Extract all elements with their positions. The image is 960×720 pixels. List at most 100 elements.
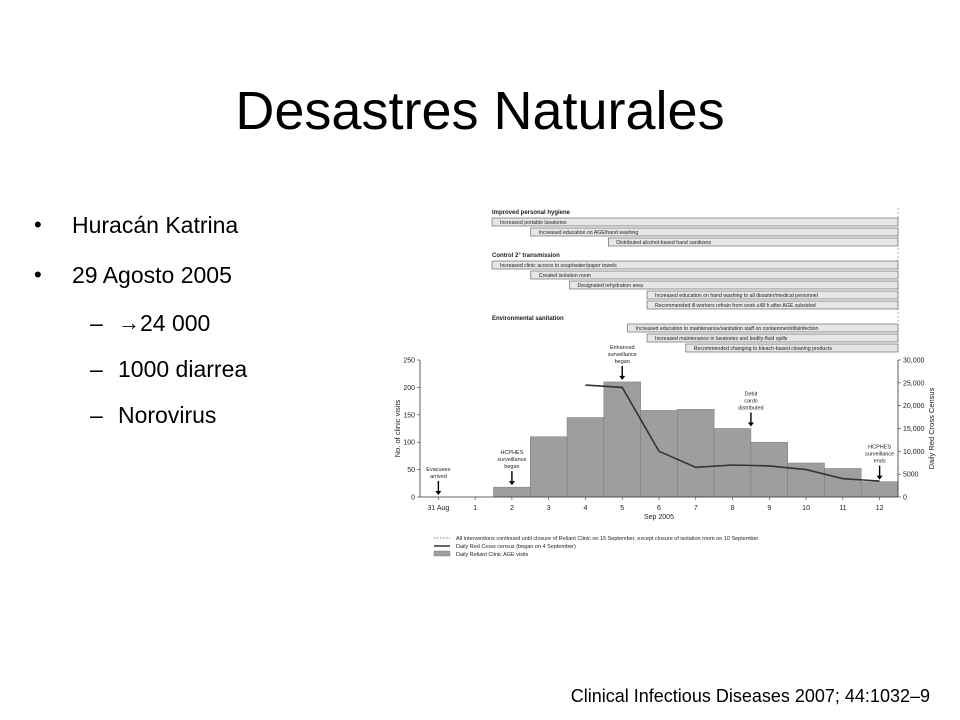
y-tick-label-right: 30,000 [903, 358, 925, 365]
annotation-arrowhead-icon [619, 375, 626, 380]
annotation-label: Debit [745, 392, 758, 398]
bullet-text: 29 Agosto 2005 [72, 261, 232, 288]
annotation-label: surveillance [497, 457, 526, 463]
timeline-bar-label: Increased maintenance in lavatories and … [655, 336, 788, 342]
figure: Improved personal hygiene Increased porta… [393, 208, 936, 558]
x-tick-label: 9 [767, 505, 771, 512]
bar [566, 417, 605, 498]
timeline-heading: Environmental sanitation [492, 316, 564, 322]
timeline-bar-label: Recommended ill workers refrain from wor… [655, 303, 816, 309]
bar [860, 481, 899, 498]
x-tick-label: 5 [620, 505, 624, 512]
bar [824, 468, 862, 498]
timeline-heading: Improved personal hygiene [492, 210, 571, 216]
x-tick-label: 12 [876, 505, 884, 512]
bullet-text: 1000 diarrea [118, 355, 248, 382]
slide-title: Desastres Naturales [235, 81, 725, 141]
x-tick-label: 8 [731, 505, 735, 512]
x-tick-label: 2 [510, 505, 514, 512]
annotation-label: Enhanced [610, 345, 635, 351]
y-tick-label-right: 20,000 [903, 403, 925, 410]
y-tick-label-right: 5000 [903, 472, 919, 479]
y-tick-label-left: 150 [403, 412, 415, 419]
census-line [585, 384, 880, 482]
annotation-label: distributed [738, 406, 763, 412]
bar [713, 428, 752, 498]
timeline-bar [646, 290, 899, 300]
legend-entry: All interventions continued until closur… [456, 536, 759, 542]
x-axis-label: Sep 2005 [644, 514, 674, 521]
bullet-item: • Huracán Katrina [34, 200, 247, 250]
y-tick-label-right: 15,000 [903, 426, 925, 433]
bullet-icon: • [34, 262, 42, 287]
timeline-bar-label: Designated rehydration area [578, 283, 644, 289]
legend-entry: Daily Red Cross census (began on 4 Septe… [456, 544, 576, 550]
sub-bullet-item: – 1000 diarrea [34, 346, 247, 392]
bar [530, 436, 568, 498]
annotation-label: surveillance [865, 452, 894, 458]
timeline-bar-label: Increased education on AGE/hand washing [539, 230, 639, 236]
bar [677, 409, 715, 498]
bullet-text: Huracán Katrina [72, 211, 239, 238]
bar [750, 441, 788, 498]
dash-icon: – [90, 401, 103, 428]
dash-icon: – [90, 355, 103, 382]
annotation-label: Evacuees [426, 467, 450, 473]
x-tick-label: 7 [694, 505, 698, 512]
x-tick-label: 4 [584, 505, 588, 512]
y-tick-label-right: 10,000 [903, 449, 925, 456]
annotation-label: began [504, 464, 519, 470]
timeline-bar-label: Recommended changing to bleach-based cle… [694, 346, 833, 352]
bar [640, 410, 678, 498]
annotation-label: HCPHES [868, 445, 891, 451]
y-tick-label-left: 100 [403, 440, 415, 447]
y-axis-label-left: No. of clinic visits [393, 399, 402, 457]
x-tick-label: 10 [802, 505, 810, 512]
x-tick-label: 11 [839, 505, 846, 512]
arrow-right-icon: → [118, 310, 140, 335]
timeline-bar-label: Increased education to maintenance/sanit… [636, 326, 819, 332]
annotation-arrowhead-icon [876, 475, 883, 480]
timeline-heading: Control 2° transmission [492, 253, 560, 259]
sub-bullet-item: – → 24 000 [34, 300, 247, 346]
y-tick-label-left: 250 [403, 358, 415, 365]
x-tick-label: 31 Aug [427, 505, 449, 512]
annotation-label: surveillance [608, 352, 637, 358]
x-tick-label: 1 [473, 505, 477, 512]
y-tick-label-right: 0 [903, 495, 907, 502]
bar [493, 486, 531, 498]
annotation-label: HCPHES [500, 450, 523, 456]
bar [603, 381, 641, 498]
legend-entry: Daily Reliant Clinic AGE visits [456, 552, 529, 558]
annotation-label: cards [744, 399, 758, 405]
y-tick-label-right: 25,000 [903, 380, 925, 387]
y-tick-label-left: 50 [407, 467, 415, 474]
timeline-bar-label: Increased clinic access to soap/water/pa… [500, 263, 617, 269]
x-tick-label: 3 [547, 505, 551, 512]
annotation-label: began [615, 359, 630, 365]
dash-icon: – [90, 309, 103, 336]
y-axis-label-right: Daily Red Cross Census [927, 387, 936, 469]
y-tick-label-left: 200 [403, 385, 415, 392]
y-tick-label-left: 0 [411, 495, 415, 502]
timeline-bar-label: Distributed alcohol-based hand sanitizer… [616, 240, 711, 246]
bullet-list: • Huracán Katrina • 29 Agosto 2005 – → 2… [34, 200, 247, 438]
annotation-label: ends [874, 459, 886, 465]
x-tick-label: 6 [657, 505, 661, 512]
sub-bullet-item: – Norovirus [34, 392, 247, 438]
bullet-text: 24 000 [140, 309, 211, 336]
timeline-bar-label: Created isolation room [539, 273, 591, 279]
annotation-label: arrived [430, 474, 447, 480]
annotation-arrowhead-icon [747, 422, 754, 427]
annotation-arrowhead-icon [508, 481, 515, 486]
bullet-icon: • [34, 212, 42, 237]
legend-swatch-bar [433, 550, 451, 557]
bullet-text: Norovirus [118, 401, 217, 428]
bullet-item: • 29 Agosto 2005 [34, 250, 247, 300]
timeline-bar [530, 270, 899, 280]
citation: Clinical Infectious Diseases 2007; 44:10… [570, 686, 930, 706]
timeline-bar-label: Increased portable lavatories [500, 220, 567, 226]
annotation-arrowhead-icon [435, 491, 442, 495]
timeline-bar-label: Increased education on hand washing to a… [655, 293, 818, 299]
